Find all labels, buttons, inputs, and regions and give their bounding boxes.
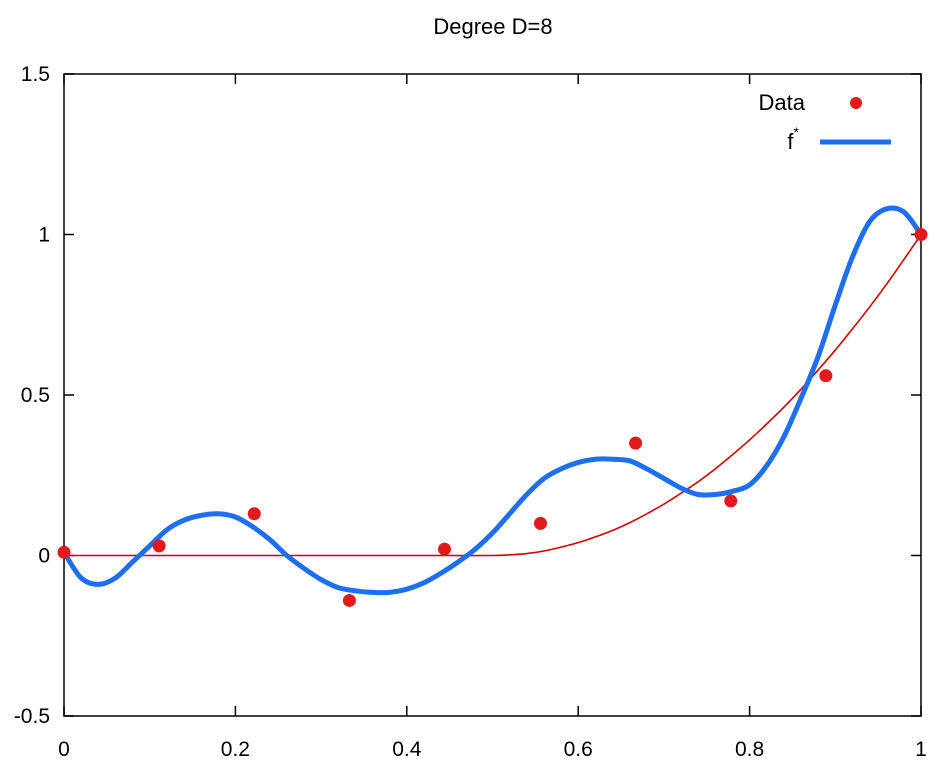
data-point bbox=[342, 593, 356, 607]
data-point bbox=[57, 545, 71, 559]
data-point bbox=[819, 369, 833, 383]
y-tick-label: 0 bbox=[38, 545, 50, 568]
series-fstar-line bbox=[61, 205, 924, 596]
data-point bbox=[533, 516, 547, 530]
legend-label-fstar-sup: * bbox=[794, 124, 800, 140]
chart-title: Degree D=8 bbox=[433, 14, 552, 39]
series-true-function-line bbox=[64, 234, 922, 557]
y-tick-label: 1.5 bbox=[21, 63, 50, 86]
legend-marker-data bbox=[850, 97, 862, 109]
x-tick-label: 0.4 bbox=[392, 738, 422, 761]
x-tick-label: 1 bbox=[915, 738, 927, 761]
y-tick-label: 1 bbox=[38, 224, 50, 247]
legend-label-data: Data bbox=[759, 90, 806, 115]
plot-frame bbox=[63, 73, 922, 717]
x-tick-label: 0 bbox=[58, 738, 70, 761]
y-tick-label: 0.5 bbox=[21, 384, 50, 407]
data-point bbox=[629, 436, 643, 450]
data-point bbox=[724, 494, 738, 508]
x-tick-label: 0.8 bbox=[735, 738, 764, 761]
data-point bbox=[152, 539, 166, 553]
legend: Data f* bbox=[759, 90, 891, 154]
x-tick-label: 0.2 bbox=[221, 738, 250, 761]
plot-content bbox=[57, 205, 928, 607]
legend-label-fstar-base: f bbox=[787, 129, 794, 154]
legend-label-fstar: f* bbox=[787, 124, 799, 154]
data-point bbox=[247, 507, 261, 521]
data-point bbox=[438, 542, 452, 556]
x-tick-label: 0.6 bbox=[564, 738, 593, 761]
data-point bbox=[914, 228, 928, 241]
y-tick-label: -0.5 bbox=[14, 705, 50, 728]
tick-labels: 0 0.2 0.4 0.6 0.8 1 -0.5 0 0.5 1 1.5 bbox=[14, 63, 927, 761]
axes bbox=[63, 73, 922, 717]
